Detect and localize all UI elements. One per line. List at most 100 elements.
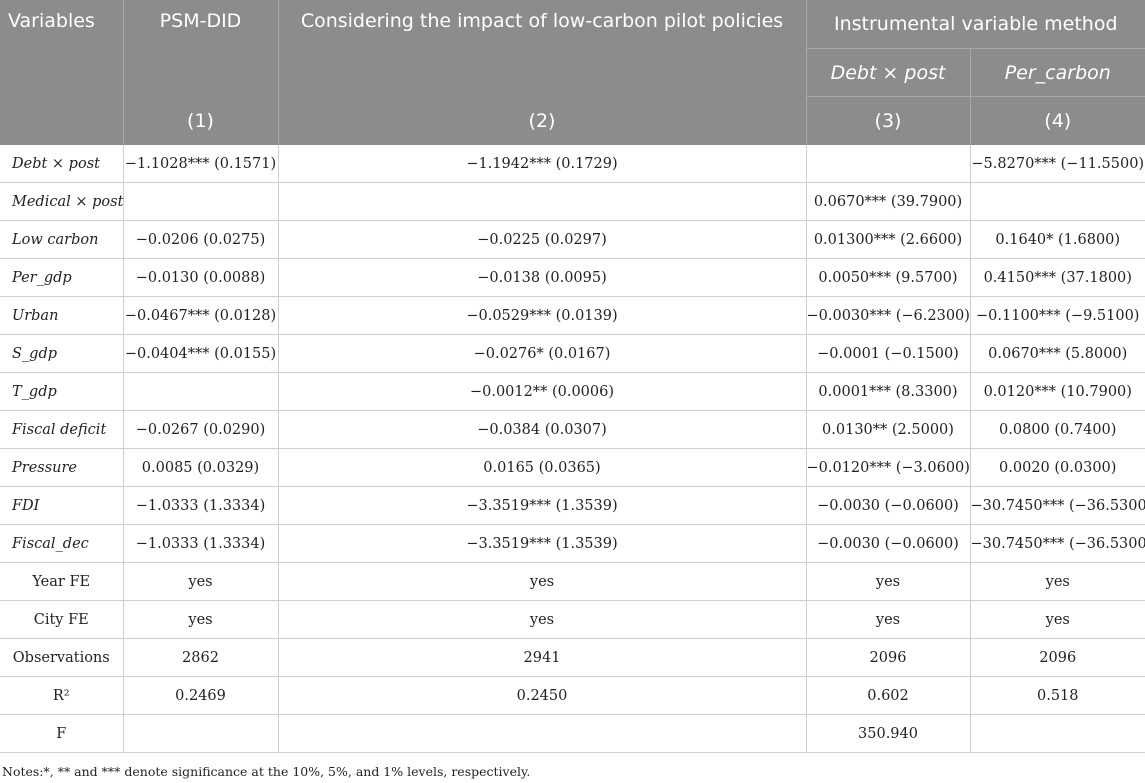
row-variable-name: Fiscal_dec <box>0 524 124 563</box>
header-iv-debt-post: Debt × post <box>806 48 971 97</box>
table-cell: −0.0206 (0.0275) <box>123 220 279 259</box>
row-variable-name: R² <box>0 676 124 715</box>
table-cell <box>123 182 279 221</box>
table-row: Debt × post −1.1028*** (0.1571) −1.1942***… <box>0 145 1145 183</box>
row-variable-name: Urban <box>0 296 124 335</box>
table-cell: −0.0138 (0.0095) <box>278 258 807 297</box>
table-cell: 0.0085 (0.0329) <box>123 448 279 487</box>
table-cell: −0.0529*** (0.0139) <box>278 296 807 335</box>
table-cell: yes <box>970 600 1145 639</box>
table-cell: yes <box>278 600 807 639</box>
table-cell: −0.0030 (−0.0600) <box>806 524 971 563</box>
table-row: Fiscal_dec −1.0333 (1.3334) −3.3519*** (1.… <box>0 524 1145 563</box>
table-cell: −0.0130 (0.0088) <box>123 258 279 297</box>
table-row: Fiscal deficit −0.0267 (0.0290) −0.0384 (0… <box>0 410 1145 449</box>
table-row: R² 0.2469 0.2450 0.602 0.518 <box>0 676 1145 715</box>
table-cell: −0.1100*** (−9.5100) <box>970 296 1145 335</box>
table-cell: 2096 <box>806 638 971 677</box>
table-header: Variables PSM-DID Considering the impact… <box>0 0 1145 145</box>
table-cell: −3.3519*** (1.3539) <box>278 524 807 563</box>
row-variable-name: Low carbon <box>0 220 124 259</box>
table-body: Debt × post −1.1028*** (0.1571) −1.1942***… <box>0 145 1145 753</box>
table-cell <box>123 372 279 411</box>
table-cell: 0.0800 (0.7400) <box>970 410 1145 449</box>
table-cell: −0.0467*** (0.0128) <box>123 296 279 335</box>
table-cell: −0.0276* (0.0167) <box>278 334 807 373</box>
table-row: Low carbon −0.0206 (0.0275) −0.0225 (0.029… <box>0 220 1145 259</box>
table-cell: 2941 <box>278 638 807 677</box>
table-row: Per_gdp −0.0130 (0.0088) −0.0138 (0.0095) 0… <box>0 258 1145 297</box>
row-variable-name: Observations <box>0 638 124 677</box>
row-variable-name: City FE <box>0 600 124 639</box>
table-cell: 350.940 <box>806 714 971 753</box>
table-row: FDI −1.0333 (1.3334) −3.3519*** (1.3539) −0… <box>0 486 1145 525</box>
table-row: S_gdp −0.0404*** (0.0155) −0.0276* (0.0167… <box>0 334 1145 373</box>
table-cell: −0.0012** (0.0006) <box>278 372 807 411</box>
table-row: T_gdp −0.0012** (0.0006) 0.0001*** (8.3300… <box>0 372 1145 411</box>
table-cell: −0.0001 (−0.1500) <box>806 334 971 373</box>
header-variables: Variables <box>0 0 124 97</box>
table-cell: yes <box>123 562 279 601</box>
row-variable-name: Year FE <box>0 562 124 601</box>
header-iv-method: Instrumental variable method <box>806 0 1145 49</box>
table-cell <box>970 714 1145 753</box>
table-row: Year FE yes yes yes yes <box>0 562 1145 601</box>
table-row: F 350.940 <box>0 714 1145 753</box>
row-variable-name: F <box>0 714 124 753</box>
table-cell <box>970 182 1145 221</box>
table-cell: 0.1640* (1.6800) <box>970 220 1145 259</box>
table-cell: −3.3519*** (1.3539) <box>278 486 807 525</box>
row-variable-name: Debt × post <box>0 145 124 183</box>
table-cell: 0.4150*** (37.1800) <box>970 258 1145 297</box>
table-cell: −0.0225 (0.0297) <box>278 220 807 259</box>
table-cell: −1.0333 (1.3334) <box>123 524 279 563</box>
table-cell <box>278 714 807 753</box>
table-cell: −1.1942*** (0.1729) <box>278 145 807 183</box>
table-cell: −30.7450*** (−36.5300) <box>970 524 1145 563</box>
table-row: Medical × post 0.0670*** (39.7900) <box>0 182 1145 221</box>
table-cell: −5.8270*** (−11.5500) <box>970 145 1145 183</box>
table-cell: 0.0165 (0.0365) <box>278 448 807 487</box>
row-variable-name: Pressure <box>0 448 124 487</box>
header-col-num: (1) <box>123 96 279 145</box>
table-cell: 2862 <box>123 638 279 677</box>
table-cell: 0.0670*** (39.7900) <box>806 182 971 221</box>
table-cell: 0.0050*** (9.5700) <box>806 258 971 297</box>
table-cell: −0.0030 (−0.0600) <box>806 486 971 525</box>
row-variable-name: Medical × post <box>0 182 124 221</box>
table-cell: yes <box>970 562 1145 601</box>
table-cell: 0.0670*** (5.8000) <box>970 334 1145 373</box>
table-cell: 0.2450 <box>278 676 807 715</box>
row-variable-name: T_gdp <box>0 372 124 411</box>
table-cell: 0.0020 (0.0300) <box>970 448 1145 487</box>
table-cell: yes <box>806 600 971 639</box>
table-row: Observations 2862 2941 2096 2096 <box>0 638 1145 677</box>
table-cell: −0.0120*** (−3.0600) <box>806 448 971 487</box>
row-variable-name: FDI <box>0 486 124 525</box>
table-row: Urban −0.0467*** (0.0128) −0.0529*** (0.01… <box>0 296 1145 335</box>
table-cell <box>123 714 279 753</box>
table-cell: −0.0030*** (−6.2300) <box>806 296 971 335</box>
table-cell <box>278 182 807 221</box>
table-cell: 2096 <box>970 638 1145 677</box>
table-cell: 0.0001*** (8.3300) <box>806 372 971 411</box>
table-cell: yes <box>806 562 971 601</box>
table-cell: yes <box>278 562 807 601</box>
table-note: Notes:*, ** and *** denote significance … <box>2 764 531 779</box>
row-variable-name: Fiscal deficit <box>0 410 124 449</box>
table-cell: −1.0333 (1.3334) <box>123 486 279 525</box>
table-cell: 0.602 <box>806 676 971 715</box>
table-cell: 0.518 <box>970 676 1145 715</box>
table-row: Pressure 0.0085 (0.0329) 0.0165 (0.0365) −0… <box>0 448 1145 487</box>
table-cell: yes <box>123 600 279 639</box>
table-cell: −0.0384 (0.0307) <box>278 410 807 449</box>
header-psm-did: PSM-DID <box>123 0 279 97</box>
header-iv-per-carbon: Per_carbon <box>970 48 1145 97</box>
header-col-num: (4) <box>970 96 1145 145</box>
header-col-num-blank <box>0 96 124 145</box>
header-low-carbon: Considering the impact of low-carbon pil… <box>278 0 807 97</box>
table-cell: −0.0267 (0.0290) <box>123 410 279 449</box>
row-variable-name: Per_gdp <box>0 258 124 297</box>
regression-table: Variables PSM-DID Considering the impact… <box>0 0 1145 753</box>
row-variable-name: S_gdp <box>0 334 124 373</box>
